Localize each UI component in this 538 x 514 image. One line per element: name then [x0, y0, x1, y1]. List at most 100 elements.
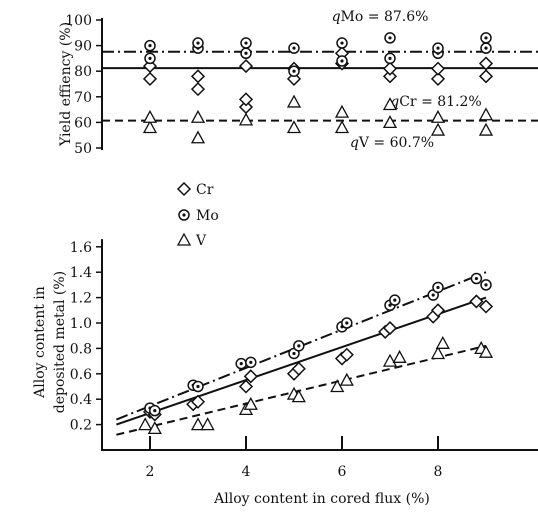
bottom-point-v-5: [243, 396, 258, 410]
top-ref-label-cr: qCr = 81.2%: [390, 94, 481, 110]
bottom-point-mo-5-dot: [249, 360, 253, 364]
bottom-point-mo-13-dot: [436, 285, 440, 290]
top-point-mo-7-dot: [292, 46, 296, 50]
top-point-v-0: [142, 120, 158, 134]
top-point-mo-15: [480, 32, 492, 44]
top-point-mo-9-dot: [340, 41, 344, 45]
top-y-tick-label-4: 90: [74, 39, 92, 55]
top-point-v-8: [334, 104, 350, 118]
bottom-point-mo-9-dot: [345, 321, 349, 325]
top-point-mo-11-dot: [388, 36, 392, 40]
top-point-cr-0: [142, 71, 158, 86]
bottom-point-mo-15: [480, 279, 492, 291]
top-y-tick-label-1: 60: [74, 115, 92, 131]
bottom-point-mo-14: [470, 272, 483, 285]
top-y-tick-label-5: 100: [65, 13, 92, 29]
bottom-point-v-13: [435, 335, 450, 349]
bottom-point-cr-15: [478, 299, 494, 314]
top-point-v-4: [238, 112, 254, 126]
bottom-y-tick-label-2: 0.6: [70, 367, 92, 383]
bottom-y-tick-label-1: 0.4: [70, 392, 92, 408]
top-point-v-12: [430, 109, 446, 123]
bottom-point-mo-7: [293, 340, 305, 352]
top-point-cr-2: [190, 82, 206, 97]
top-point-v-11: [430, 122, 446, 136]
top-point-cr-6: [238, 59, 254, 74]
top-ref-label-v: qV = 60.7%: [350, 135, 434, 151]
top-point-mo-3-dot: [196, 41, 200, 45]
bottom-point-v-2: [190, 417, 206, 431]
top-point-mo-15-dot: [484, 36, 488, 40]
top-point-mo-10-dot: [388, 56, 392, 61]
bottom-point-v-11: [392, 349, 407, 363]
top-point-mo-1-dot: [148, 44, 152, 48]
top-point-mo-1: [144, 39, 156, 52]
top-point-mo-4: [240, 47, 252, 60]
bottom-point-mo-5: [245, 356, 257, 369]
bottom-point-mo-3-dot: [196, 384, 200, 389]
top-point-mo-5-dot: [244, 41, 248, 45]
bottom-y-axis-label-line1: Alloy content in: [32, 286, 48, 399]
legend-marker-mo-dot: [182, 213, 186, 217]
legend: Cr Mo V: [176, 181, 219, 249]
bottom-point-mo-12-dot: [431, 293, 435, 297]
bottom-x-tick-label-1: 4: [242, 464, 251, 480]
bottom-point-v-1: [147, 421, 162, 435]
top-point-cr-5: [238, 92, 254, 107]
bottom-x-axis-label: Alloy content in cored flux (%): [213, 491, 430, 507]
top-point-cr-14: [430, 61, 446, 76]
top-point-cr-13: [430, 71, 446, 86]
legend-label-v: V: [195, 233, 207, 249]
bottom-fit-line-cr: [116, 296, 487, 426]
bottom-point-mo-15-dot: [484, 283, 488, 287]
bottom-point-mo-4: [235, 357, 247, 370]
legend-marker-mo: [178, 209, 190, 221]
top-point-v-14: [478, 107, 494, 121]
top-point-mo-14: [480, 42, 492, 54]
top-point-v-13: [478, 122, 494, 136]
bottom-point-cr-9: [339, 347, 354, 362]
legend-label-cr: Cr: [196, 182, 214, 198]
top-point-mo-8: [336, 55, 348, 67]
top-point-v-10: [382, 97, 398, 111]
bottom-point-mo-7-dot: [297, 344, 301, 348]
top-ref-label-mo: qMo = 87.6%: [332, 9, 429, 25]
top-point-mo-11: [384, 32, 396, 44]
bottom-y-tick-label-7: 1.6: [70, 240, 92, 256]
bottom-point-mo-4-dot: [239, 362, 243, 366]
bottom-point-mo-13: [432, 281, 444, 294]
bottom-point-cr-7: [291, 361, 306, 376]
bottom-fit-line-v: [116, 344, 487, 436]
top-point-cr-3: [190, 69, 206, 84]
bottom-point-v-10: [382, 353, 398, 367]
bottom-point-mo-1: [149, 404, 161, 417]
bottom-y-tick-label-0: 0.2: [70, 418, 92, 434]
top-y-tick-label-3: 80: [74, 64, 92, 80]
bottom-point-v-3: [200, 417, 215, 431]
bottom-point-mo-14-dot: [474, 276, 478, 281]
bottom-y-tick-label-3: 0.8: [70, 341, 92, 357]
top-y-tick-label-0: 50: [74, 141, 92, 157]
bottom-point-mo-9: [341, 317, 353, 329]
bottom-x-tick-label-0: 2: [146, 464, 155, 480]
top-point-cr-16: [478, 56, 494, 71]
bottom-y-tick-label-5: 1.2: [70, 291, 92, 307]
top-point-mo-9: [336, 37, 348, 49]
top-point-mo-7: [288, 42, 300, 54]
top-point-mo-6: [288, 65, 300, 77]
top-point-cr-11: [382, 69, 398, 84]
bottom-x-tick-label-3: 8: [434, 464, 443, 480]
top-point-mo-13: [432, 42, 444, 54]
top-point-v-7: [334, 120, 350, 134]
top-point-v-3: [190, 109, 206, 123]
bottom-point-v-7: [291, 389, 306, 403]
bottom-point-v-15: [478, 344, 494, 358]
bottom-x-tick-label-2: 6: [338, 464, 347, 480]
bottom-point-v-9: [339, 372, 354, 386]
bottom-point-cr-4: [238, 379, 254, 394]
bottom-point-cr-3: [190, 394, 206, 409]
bottom-y-axis-label-line2: deposited metal (%): [52, 271, 68, 413]
top-point-mo-14-dot: [484, 46, 488, 50]
